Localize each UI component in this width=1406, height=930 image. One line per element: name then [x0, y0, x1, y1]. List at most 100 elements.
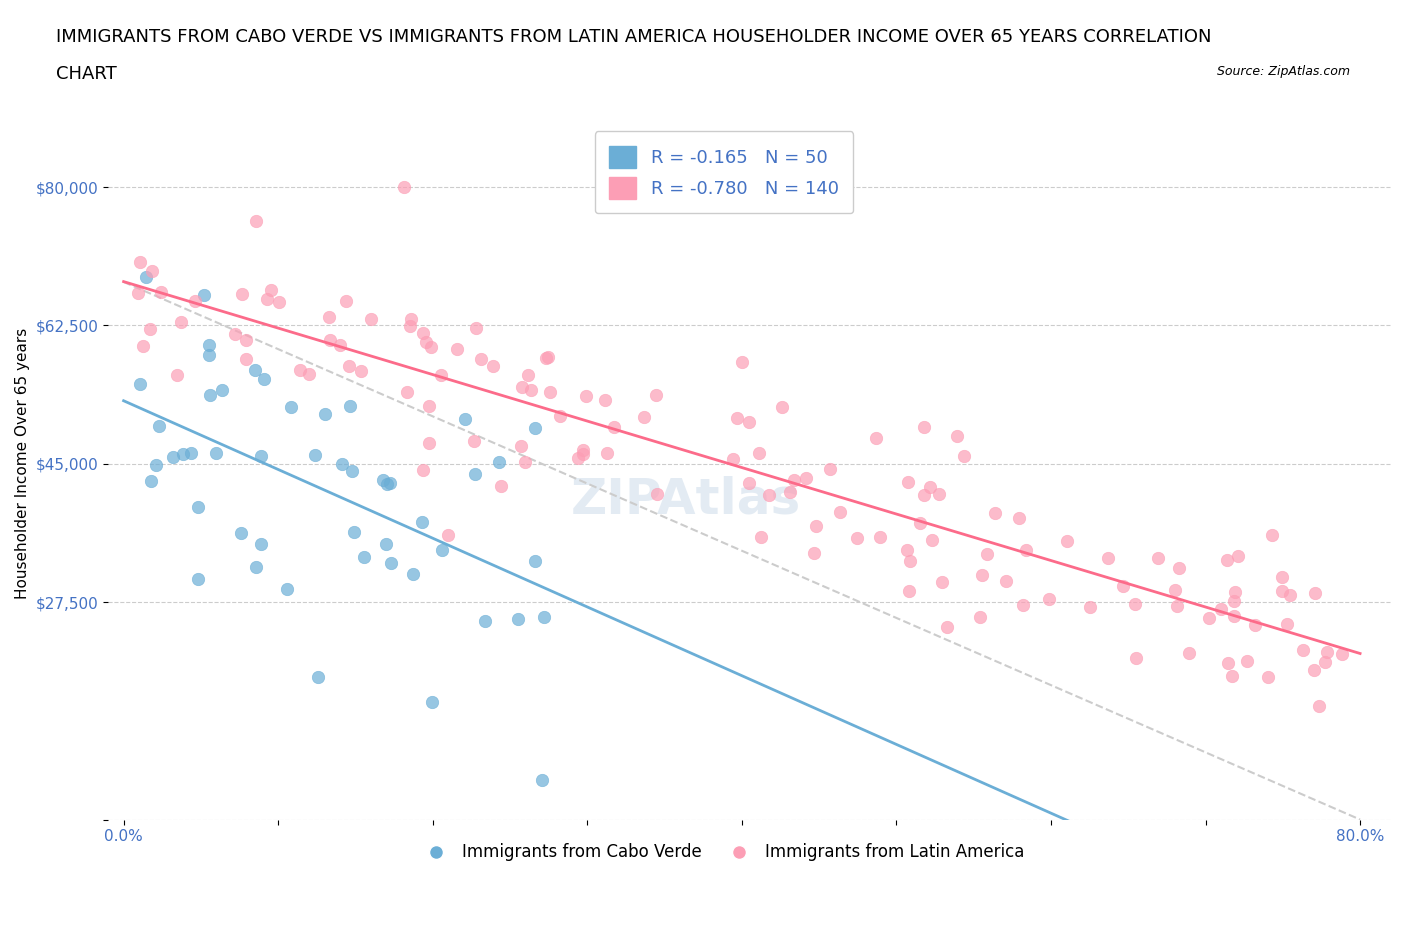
Point	[969, 609, 991, 624]
Point	[224, 326, 246, 341]
Point	[198, 348, 221, 363]
Point	[783, 473, 806, 488]
Point	[1216, 656, 1239, 671]
Point	[738, 476, 761, 491]
Point	[921, 533, 943, 548]
Point	[446, 341, 468, 356]
Point	[482, 358, 505, 373]
Point	[1112, 578, 1135, 593]
Point	[647, 486, 669, 501]
Point	[506, 612, 529, 627]
Point	[378, 475, 401, 490]
Point	[172, 446, 194, 461]
Point	[398, 319, 420, 334]
Point	[318, 310, 340, 325]
Point	[779, 485, 801, 499]
Point	[869, 529, 891, 544]
Point	[572, 442, 595, 457]
Point	[454, 412, 477, 427]
Point	[335, 294, 357, 309]
Point	[1097, 551, 1119, 565]
Point	[538, 384, 561, 399]
Point	[738, 415, 761, 430]
Point	[402, 567, 425, 582]
Point	[231, 525, 253, 540]
Point	[437, 528, 460, 543]
Point	[1164, 582, 1187, 597]
Point	[249, 537, 271, 551]
Point	[1303, 663, 1326, 678]
Point	[1275, 617, 1298, 631]
Point	[488, 455, 510, 470]
Point	[412, 326, 434, 341]
Point	[139, 473, 162, 488]
Point	[1038, 591, 1060, 606]
Point	[260, 283, 283, 298]
Point	[464, 467, 486, 482]
Point	[748, 445, 770, 460]
Point	[256, 292, 278, 307]
Point	[343, 525, 366, 539]
Point	[245, 214, 267, 229]
Point	[128, 255, 150, 270]
Point	[1078, 600, 1101, 615]
Point	[412, 462, 434, 477]
Point	[1211, 602, 1233, 617]
Point	[148, 418, 170, 433]
Point	[803, 545, 825, 560]
Point	[804, 519, 827, 534]
Point	[474, 613, 496, 628]
Point	[150, 285, 173, 299]
Point	[329, 338, 352, 352]
Point	[141, 264, 163, 279]
Point	[770, 399, 793, 414]
Point	[465, 321, 488, 336]
Point	[253, 371, 276, 386]
Point	[235, 333, 257, 348]
Y-axis label: Householder Income Over 65 years: Householder Income Over 65 years	[15, 328, 30, 600]
Point	[198, 388, 221, 403]
Point	[374, 537, 396, 551]
Point	[1222, 593, 1244, 608]
Point	[1198, 611, 1220, 626]
Point	[1222, 669, 1244, 684]
Point	[1125, 651, 1147, 666]
Point	[1261, 527, 1284, 542]
Point	[463, 433, 485, 448]
Point	[166, 367, 188, 382]
Point	[595, 445, 617, 460]
Point	[524, 553, 547, 568]
Point	[898, 584, 921, 599]
Point	[928, 486, 950, 501]
Point	[1216, 552, 1239, 567]
Point	[145, 458, 167, 472]
Point	[243, 363, 266, 378]
Point	[1278, 587, 1301, 602]
Point	[918, 479, 941, 494]
Point	[162, 449, 184, 464]
Point	[395, 385, 418, 400]
Point	[1008, 511, 1031, 525]
Point	[131, 339, 153, 354]
Point	[1315, 655, 1337, 670]
Point	[183, 293, 205, 308]
Point	[912, 419, 935, 434]
Point	[339, 398, 361, 413]
Point	[794, 471, 817, 485]
Text: Source: ZipAtlas.com: Source: ZipAtlas.com	[1216, 65, 1350, 78]
Point	[520, 382, 543, 397]
Point	[1012, 597, 1035, 612]
Point	[1225, 584, 1247, 599]
Point	[1236, 653, 1258, 668]
Point	[515, 455, 537, 470]
Point	[267, 295, 290, 310]
Point	[603, 419, 626, 434]
Point	[725, 410, 748, 425]
Point	[290, 363, 312, 378]
Point	[1168, 561, 1191, 576]
Point	[846, 531, 869, 546]
Point	[304, 448, 326, 463]
Point	[360, 312, 382, 326]
Point	[1178, 646, 1201, 661]
Point	[1146, 551, 1168, 565]
